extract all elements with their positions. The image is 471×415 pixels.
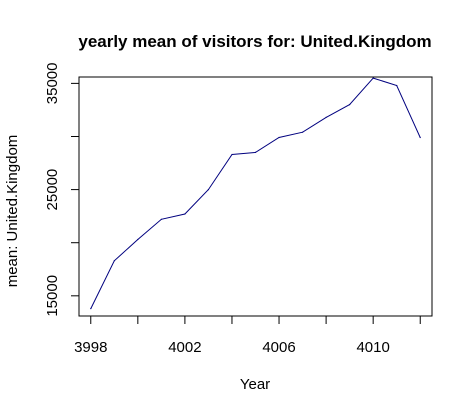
data-point — [160, 218, 162, 220]
y-axis: 15000 25000 35000 — [44, 63, 80, 317]
x-tick-label: 4010 — [356, 339, 389, 356]
x-tick-label: 3998 — [74, 339, 107, 356]
plot-frame — [78, 76, 433, 317]
y-tick-label: 15000 — [44, 275, 61, 317]
data-point — [113, 260, 115, 262]
chart-title: yearly mean of visitors for: United.King… — [78, 32, 431, 51]
data-point — [207, 189, 209, 191]
series-line — [90, 77, 421, 309]
data-point — [278, 136, 280, 139]
data-point — [372, 77, 374, 79]
data-point — [349, 104, 351, 106]
data-point — [396, 84, 398, 87]
data-point — [137, 238, 139, 241]
data-point — [231, 153, 233, 156]
series-group — [90, 77, 421, 310]
data-point — [302, 131, 304, 133]
data-point — [254, 151, 257, 153]
x-axis-label: Year — [240, 376, 270, 393]
x-tick-label: 4002 — [168, 339, 201, 356]
data-point — [184, 213, 186, 215]
x-tick-label: 4006 — [262, 339, 295, 356]
data-point — [419, 136, 421, 139]
y-axis-label: mean: United.Kingdom — [4, 135, 21, 288]
data-point — [90, 308, 92, 310]
x-axis: 3998 4002 4006 4010 — [74, 315, 421, 356]
y-tick-label: 25000 — [44, 169, 61, 211]
data-point — [325, 116, 327, 118]
y-tick-label: 35000 — [44, 63, 61, 105]
